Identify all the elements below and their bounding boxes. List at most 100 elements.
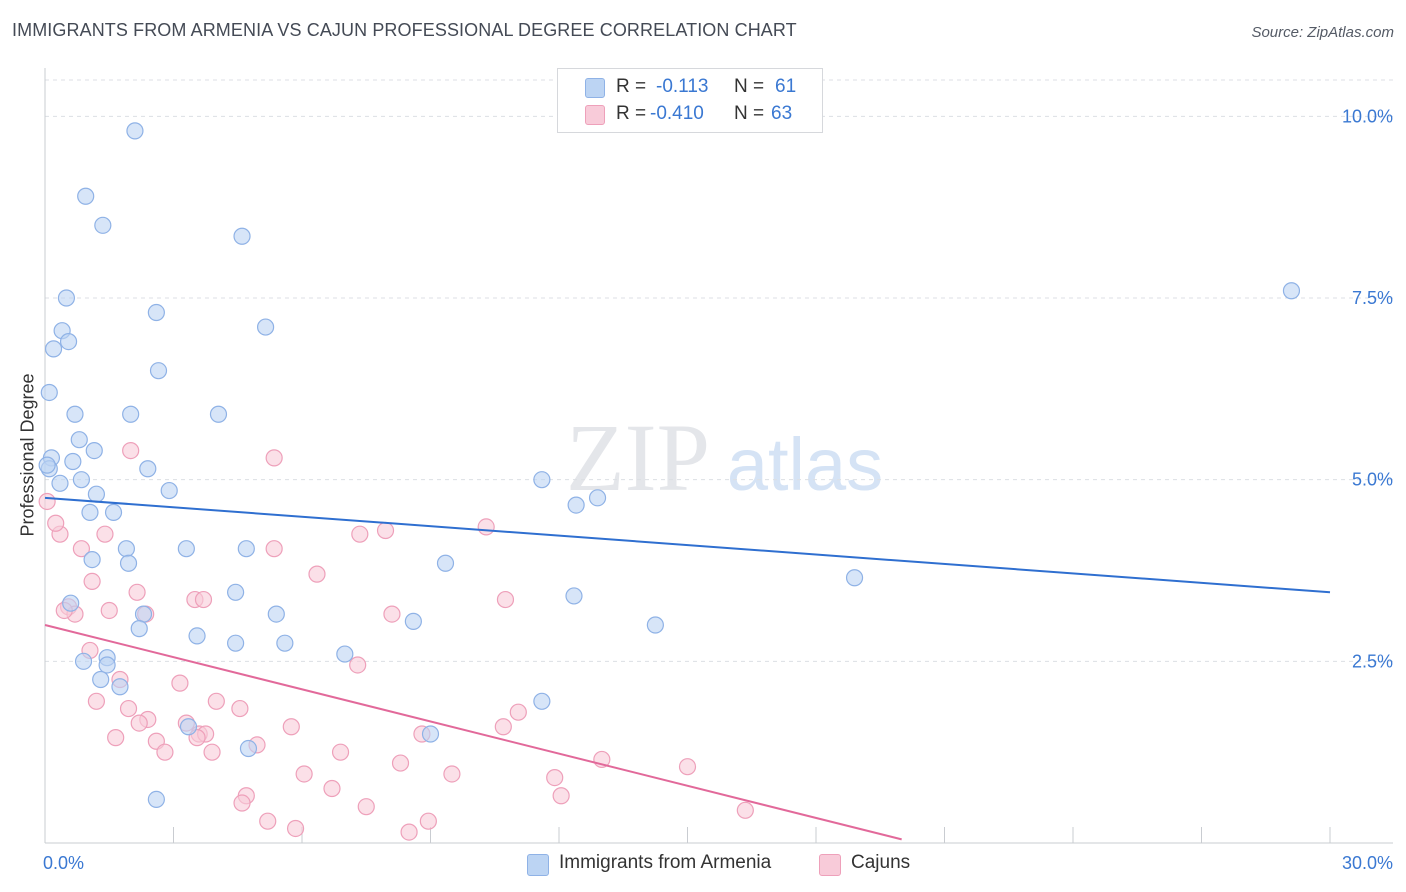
cajuns-point — [391, 754, 410, 772]
armenia-point — [845, 569, 864, 587]
chart-title: IMMIGRANTS FROM ARMENIA VS CAJUN PROFESS… — [12, 20, 797, 40]
armenia-point — [147, 790, 165, 809]
armenia-point — [237, 540, 255, 558]
cajuns-point — [383, 605, 401, 623]
cajuns-point — [203, 743, 221, 761]
cajuns-point — [130, 714, 148, 732]
cajuns-point — [128, 583, 146, 601]
armenia-point — [57, 289, 76, 307]
watermark-atlas: atlas — [727, 423, 883, 506]
armenia-point — [147, 303, 165, 322]
armenia-point — [179, 718, 198, 736]
y-tick-label: 7.5% — [1352, 288, 1393, 308]
armenia-point — [421, 725, 440, 743]
cajuns-point — [419, 812, 437, 830]
cajuns-point — [400, 823, 418, 841]
cajuns-point — [47, 514, 65, 532]
watermark-zip: ZIP — [566, 404, 710, 511]
armenia-point — [209, 405, 228, 423]
armenia-point — [72, 471, 91, 489]
cajuns-point — [38, 492, 56, 511]
cajuns-point — [736, 801, 754, 819]
legend-n-label: N = — [734, 103, 765, 124]
legend-r-value: -0.410 — [650, 103, 704, 124]
armenia-point — [436, 554, 455, 572]
armenia-point — [83, 550, 101, 569]
legend-n-value: 61 — [775, 76, 797, 97]
armenia-point — [276, 634, 294, 652]
armenia-point — [77, 187, 95, 205]
legend-swatch-pink — [585, 105, 605, 125]
armenia-point — [588, 489, 607, 507]
cajuns-point — [357, 798, 375, 816]
cajuns-point — [72, 540, 91, 558]
cajuns-point — [233, 794, 251, 812]
armenia-point — [66, 405, 84, 423]
armenia-point — [267, 605, 285, 623]
armenia-point — [64, 452, 82, 471]
armenia-point — [336, 645, 354, 663]
armenia-point — [44, 340, 63, 358]
armenia-point — [227, 583, 245, 601]
armenia-point — [139, 460, 157, 478]
armenia-point — [567, 496, 585, 514]
armenia-point — [92, 670, 110, 689]
x-tick-label: 0.0% — [43, 853, 84, 873]
legend-swatch-blue — [585, 78, 605, 98]
armenia-point — [188, 627, 206, 645]
armenia-point — [134, 605, 153, 623]
armenia-point — [70, 431, 88, 449]
armenia-point — [87, 485, 106, 503]
cajuns-point — [207, 692, 225, 710]
armenia-point — [81, 503, 99, 521]
armenia-point — [40, 383, 58, 402]
cajuns-point — [349, 656, 367, 674]
cajuns-point — [376, 521, 395, 540]
cajuns-trend-line — [44, 624, 902, 841]
cajuns-point — [552, 787, 570, 805]
armenia-point — [122, 405, 140, 423]
cajuns-point — [259, 812, 277, 830]
cajuns-point — [100, 601, 118, 620]
armenia-point — [62, 594, 80, 612]
armenia-point — [233, 227, 251, 245]
armenia-trend-line — [44, 496, 1331, 594]
armenia-point — [38, 456, 56, 474]
cajuns-point — [156, 743, 174, 761]
armenia-point — [119, 554, 138, 572]
cajuns-point — [546, 768, 564, 787]
cajuns-point — [286, 819, 305, 838]
armenia-point — [130, 620, 148, 638]
armenia-point — [126, 122, 144, 140]
bottom-legend-swatch-blue — [527, 854, 549, 876]
armenia-point — [646, 616, 664, 634]
cajuns-point — [265, 449, 283, 467]
cajuns-point — [119, 699, 138, 718]
armenia-point — [94, 216, 112, 234]
cajuns-point — [496, 590, 515, 609]
armenia-point — [160, 481, 178, 500]
cajuns-point — [351, 525, 369, 543]
y-tick-label: 5.0% — [1352, 470, 1393, 490]
bottom-legend-label: Immigrants from Armenia — [559, 852, 772, 873]
cajuns-point — [231, 699, 249, 718]
armenia-point — [111, 678, 129, 696]
cajuns-point — [331, 743, 350, 761]
armenia-point — [59, 333, 78, 351]
cajuns-point — [509, 703, 527, 721]
bottom-legend-swatch-pink — [819, 854, 841, 876]
legend-n-value: 63 — [771, 103, 793, 124]
x-tick-label: 30.0% — [1342, 853, 1393, 873]
cajuns-point — [83, 572, 101, 591]
armenia-point — [117, 540, 135, 558]
legend-r-label: R = — [616, 76, 647, 97]
armenia-point — [533, 692, 551, 710]
source-label: Source: ZipAtlas.com — [1251, 24, 1394, 41]
armenia-point — [149, 362, 168, 380]
cajuns-point — [194, 590, 213, 609]
cajuns-point — [171, 674, 189, 692]
cajuns-point — [477, 518, 495, 536]
armenia-point — [256, 318, 275, 336]
armenia-point — [177, 540, 195, 558]
